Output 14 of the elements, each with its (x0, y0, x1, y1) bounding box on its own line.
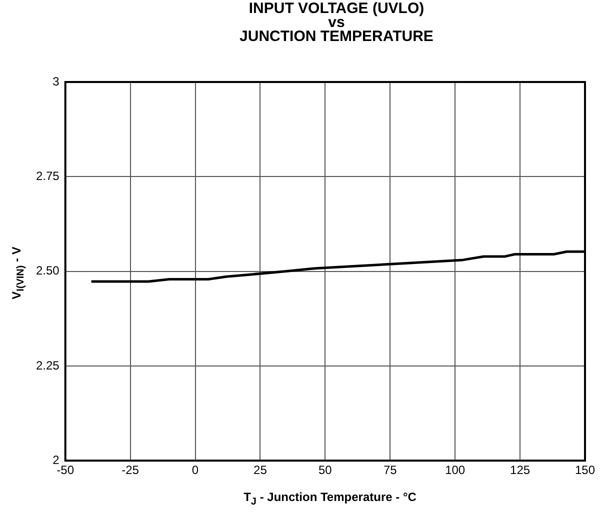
y-tick-label: 2.75 (36, 168, 60, 183)
x-tick-label: 125 (510, 463, 530, 478)
x-tick-label: -25 (122, 463, 140, 478)
x-tick-label: 50 (318, 463, 332, 478)
chart-title: INPUT VOLTAGE (UVLO) vs JUNCTION TEMPERATURE (238, 0, 434, 45)
x-tick-label: 75 (383, 463, 398, 478)
x-tick-label: 150 (574, 463, 596, 478)
y-tick-label: 2.50 (36, 264, 60, 278)
x-tick-label: 0 (192, 463, 199, 478)
y-tick-label: 2.25 (36, 358, 60, 372)
x-axis-title: T$_{J}$ - Junction Temperature - °C (242, 490, 418, 508)
x-tick-label: 25 (254, 463, 268, 478)
x-tick-label: 100 (445, 463, 466, 478)
y-tick-label: 3 (52, 74, 60, 88)
